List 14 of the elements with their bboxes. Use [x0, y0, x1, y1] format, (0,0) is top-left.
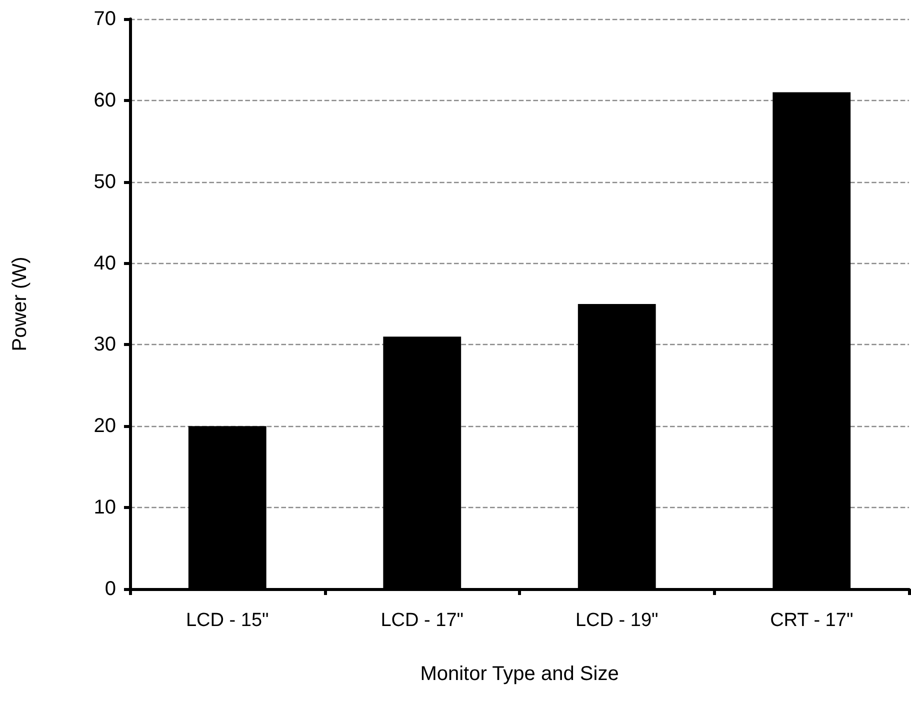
x-tick-label: CRT - 17": [770, 610, 854, 631]
x-tick-label: LCD - 17": [380, 610, 464, 631]
x-tick-label: LCD - 15": [186, 610, 269, 631]
y-tick-label: 20: [94, 415, 116, 438]
x-tick-label: LCD - 19": [575, 610, 658, 631]
y-tick-label: 60: [94, 89, 116, 112]
x-axis-title: Monitor Type and Size: [420, 663, 619, 685]
y-tick-label: 70: [94, 8, 116, 30]
y-tick-label: 50: [94, 170, 116, 193]
y-tick-label: 10: [94, 496, 116, 519]
y-axis-title: Power (W): [9, 256, 31, 352]
y-tick-label: 30: [94, 334, 116, 356]
y-tick-label: 40: [94, 252, 116, 274]
y-tick-label: 0: [104, 578, 116, 600]
